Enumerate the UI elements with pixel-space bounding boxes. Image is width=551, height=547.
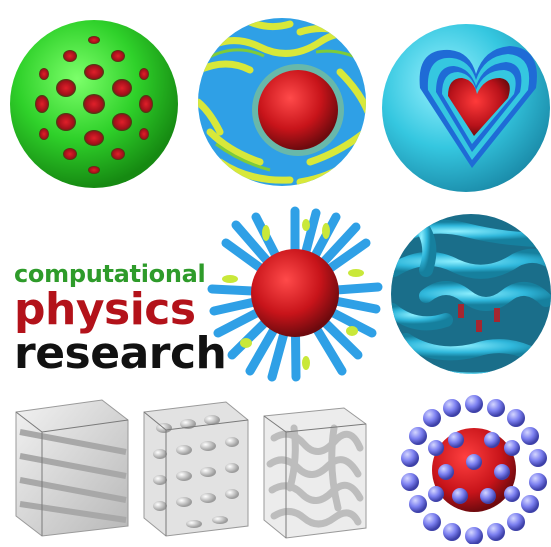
- striped-sphere-cutaway-icon: [198, 18, 366, 186]
- spiky-micelle-sphere-icon: [207, 206, 383, 382]
- heart-shell-sphere-icon: [382, 24, 550, 192]
- worm-coil-sphere-icon: [391, 214, 551, 374]
- caption-line-computational: computational: [14, 260, 206, 288]
- lamellar-cube-icon: [15, 399, 129, 537]
- gyroid-cube-icon: [263, 407, 367, 539]
- porous-green-sphere-icon: [10, 20, 178, 188]
- caption: computational physics research: [14, 260, 227, 379]
- caption-line-research: research: [14, 328, 227, 379]
- bead-cluster-sphere-icon: [401, 395, 547, 544]
- cylinder-cube-icon: [143, 401, 249, 537]
- caption-line-physics: physics: [14, 284, 196, 335]
